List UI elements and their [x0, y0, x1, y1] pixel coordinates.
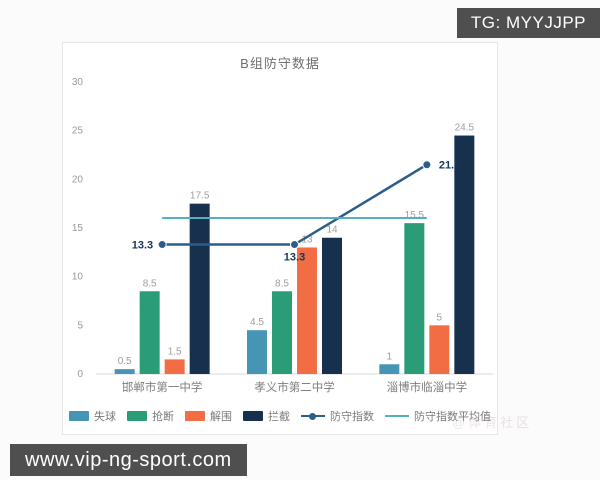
bar-value-label: 24.5 — [455, 123, 475, 134]
bar-value-label: 14 — [326, 225, 338, 236]
legend-swatch — [127, 411, 147, 421]
bar-value-label: 4.5 — [250, 317, 264, 328]
line-point — [422, 160, 432, 170]
legend-label: 防守指数 — [330, 411, 374, 423]
line-value-label: 13.3 — [132, 240, 153, 252]
legend-swatch — [185, 411, 205, 421]
bar-抢断 — [404, 223, 425, 374]
legend-item-失球: 失球 — [69, 408, 116, 424]
y-tick-label: 30 — [72, 77, 84, 88]
legend-label: 拦截 — [268, 411, 290, 423]
bar-解围 — [297, 247, 317, 374]
bar-解围 — [164, 359, 185, 374]
legend: 失球 抢断 解围 拦截 防守指数 防守指数平均值 — [63, 408, 497, 424]
tg-badge-text: TG: MYYJJPP — [470, 13, 586, 32]
x-category-label: 孝义市第二中学 — [254, 380, 335, 394]
site-badge: www.vip-ng-sport.com — [10, 444, 247, 476]
bar-value-label: 15.5 — [405, 210, 425, 221]
legend-item-防守指数平均值: 防守指数平均值 — [385, 408, 491, 424]
x-category-label: 邯郸市第一中学 — [122, 380, 203, 394]
bar-抢断 — [272, 291, 292, 374]
line-value-label: 13.3 — [284, 252, 305, 264]
legend-swatch — [243, 411, 263, 421]
legend-dot — [309, 412, 316, 420]
watermark: @体育社区 — [452, 415, 533, 430]
y-tick-label: 5 — [77, 320, 83, 331]
chart-title: B组防守数据 — [240, 56, 320, 71]
bar-value-label: 17.5 — [190, 191, 210, 202]
legend-item-防守指数: 防守指数 — [301, 408, 374, 424]
y-tick-label: 25 — [72, 126, 84, 137]
bar-抢断 — [139, 291, 160, 374]
bar-value-label: 5 — [437, 312, 443, 323]
tg-badge: TG: MYYJJPP — [456, 8, 600, 38]
y-tick-label: 20 — [72, 174, 84, 185]
line-point — [290, 240, 299, 250]
legend-item-抢断: 抢断 — [127, 408, 174, 424]
bar-value-label: 8.5 — [143, 278, 157, 289]
bar-拦截 — [189, 203, 210, 374]
legend-swatch — [69, 411, 89, 421]
legend-line-symbol — [385, 415, 409, 417]
chart-card: B组防守数据 0 5 10 15 20 25 30 邯郸市第一中学 孝义市第二中学 淄博市临淄中学… — [62, 42, 498, 435]
bar-拦截 — [322, 237, 342, 374]
bar-value-label: 13 — [301, 234, 313, 245]
bar-失球 — [247, 330, 267, 374]
line-value-label: 21.5 — [439, 160, 460, 172]
line-point — [157, 240, 167, 250]
y-tick-label: 0 — [77, 369, 83, 380]
site-badge-text: www.vip-ng-sport.com — [25, 448, 232, 471]
bar-解围 — [429, 325, 450, 374]
bar-value-label: 1.5 — [168, 346, 182, 357]
bar-value-label: 1 — [387, 351, 393, 362]
y-tick-label: 15 — [72, 223, 84, 234]
bar-失球 — [379, 364, 400, 374]
legend-line-symbol — [301, 412, 325, 420]
bar-失球 — [114, 369, 135, 374]
y-tick-label: 10 — [72, 272, 84, 283]
legend-label: 防守指数平均值 — [414, 411, 491, 423]
bar-value-label: 0.5 — [118, 356, 132, 367]
legend-label: 抢断 — [152, 411, 174, 423]
legend-item-解围: 解围 — [185, 408, 232, 424]
bar-拦截 — [454, 135, 475, 374]
x-category-label: 淄博市临淄中学 — [387, 380, 468, 394]
legend-label: 失球 — [94, 411, 116, 423]
bar-value-label: 8.5 — [275, 278, 289, 289]
legend-label: 解围 — [210, 411, 232, 423]
legend-item-拦截: 拦截 — [243, 408, 290, 424]
